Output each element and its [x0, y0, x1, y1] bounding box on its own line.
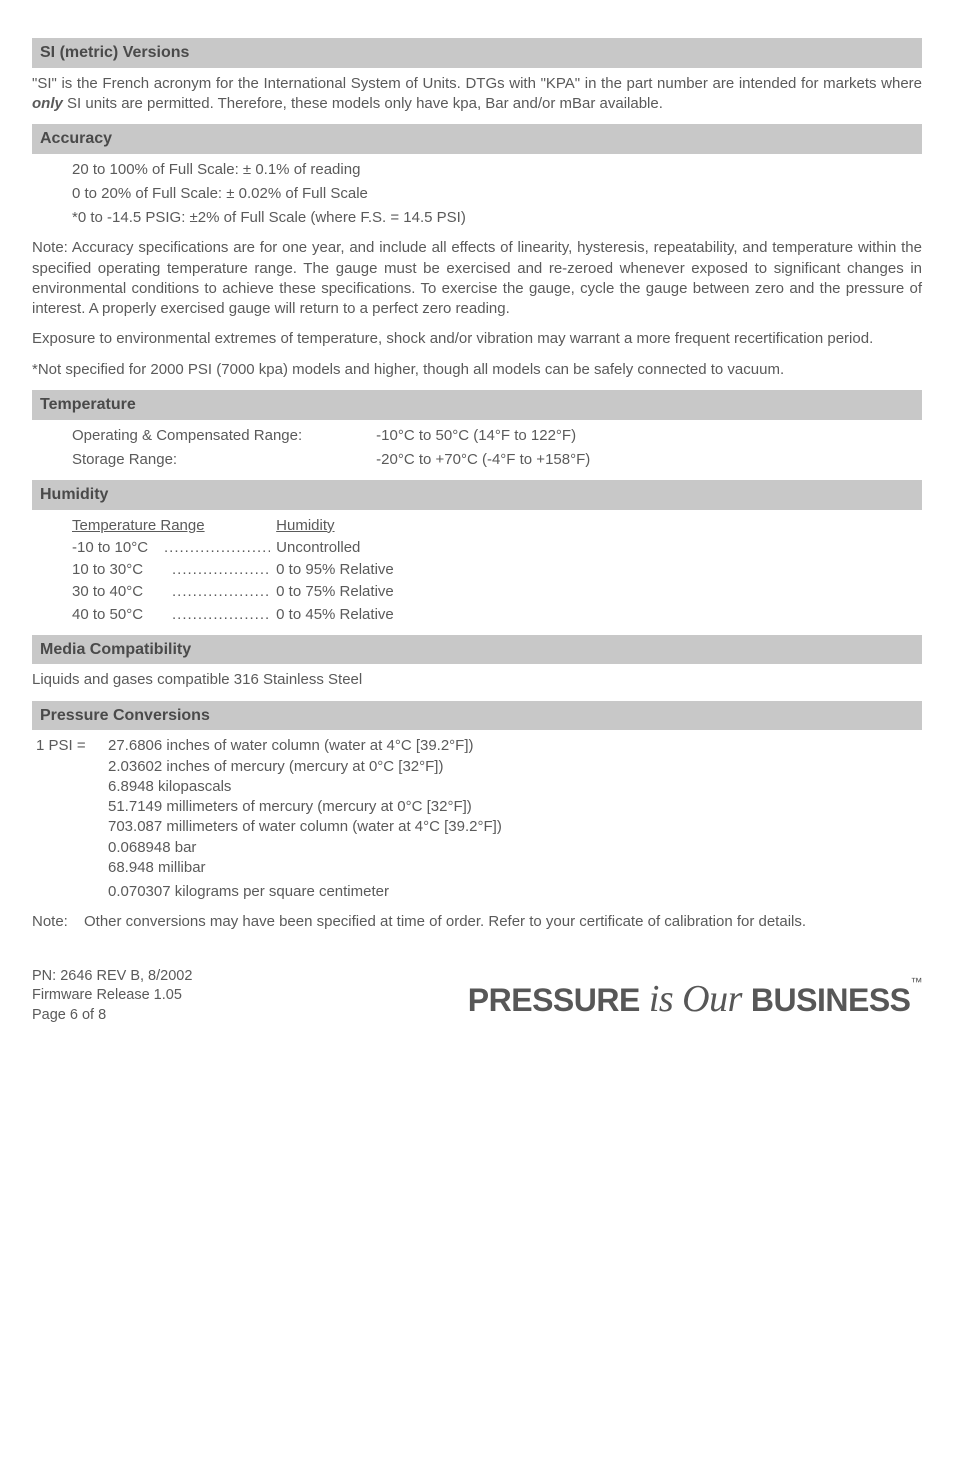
conversions-note: Note: Other conversions may have been sp…	[84, 912, 922, 932]
note-prefix: Note:	[32, 912, 68, 932]
humidity-value: 0 to 75% Relative	[276, 583, 394, 600]
conversions-header: Pressure Conversions	[32, 701, 922, 731]
temperature-header: Temperature	[32, 390, 922, 420]
conv-line: 0.068948 bar	[108, 838, 922, 858]
si-para-pre: "SI" is the French acronym for the Inter…	[32, 75, 922, 92]
humidity-header: Humidity	[32, 480, 922, 510]
temp-label: Storage Range:	[72, 450, 372, 470]
si-only: only	[32, 95, 63, 112]
humidity-range: 40 to 50°C	[72, 605, 272, 625]
accuracy-starnote: *Not specified for 2000 PSI (7000 kpa) m…	[32, 360, 922, 380]
humidity-range: 10 to 30°C	[72, 560, 272, 580]
humidity-value: 0 to 45% Relative	[276, 606, 394, 623]
footer-pn: PN: 2646 REV B, 8/2002	[32, 967, 192, 987]
footer-page: Page 6 of 8	[32, 1006, 192, 1026]
brand-business: BUSINESS	[751, 982, 911, 1018]
temp-value: -10°C to 50°C (14°F to 122°F)	[376, 427, 576, 444]
humidity-row: 10 to 30°C 0 to 95% Relative	[72, 560, 922, 580]
temp-label: Operating & Compensated Range:	[72, 426, 372, 446]
page-footer: PN: 2646 REV B, 8/2002 Firmware Release …	[32, 967, 922, 1026]
brand-tm: ™	[911, 975, 923, 989]
accuracy-line: *0 to -14.5 PSIG: ±2% of Full Scale (whe…	[72, 208, 922, 228]
humidity-range: 30 to 40°C	[72, 582, 272, 602]
si-header: SI (metric) Versions	[32, 38, 922, 68]
humidity-value: 0 to 95% Relative	[276, 561, 394, 578]
conv-line: 68.948 millibar	[108, 858, 922, 878]
accuracy-header: Accuracy	[32, 124, 922, 154]
si-paragraph: "SI" is the French acronym for the Inter…	[32, 74, 922, 115]
temp-row: Operating & Compensated Range: -10°C to …	[72, 426, 922, 446]
temp-value: -20°C to +70°C (-4°F to +158°F)	[376, 451, 590, 468]
footer-brand: PRESSURE is Our BUSINESS™	[468, 974, 922, 1025]
conv-line: 6.8948 kilopascals	[108, 777, 922, 797]
humidity-col2: Humidity	[276, 517, 334, 534]
conversions-list: 1 PSI = 27.6806 inches of water column (…	[108, 736, 922, 902]
footer-fw: Firmware Release 1.05	[32, 986, 192, 1006]
note-text: Other conversions may have been specifie…	[84, 913, 806, 930]
media-text: Liquids and gases compatible 316 Stainle…	[32, 670, 922, 690]
si-para-post: SI units are permitted. Therefore, these…	[63, 95, 663, 112]
accuracy-line: 20 to 100% of Full Scale: ± 0.1% of read…	[72, 160, 922, 180]
brand-pressure: PRESSURE	[468, 982, 640, 1018]
humidity-row: 40 to 50°C 0 to 45% Relative	[72, 605, 922, 625]
temperature-specs: Operating & Compensated Range: -10°C to …	[72, 426, 922, 471]
conv-prefix: 1 PSI =	[36, 736, 86, 756]
conv-line: 2.03602 inches of mercury (mercury at 0°…	[108, 757, 922, 777]
humidity-col1: Temperature Range	[72, 516, 272, 536]
conv-line: 703.087 millimeters of water column (wat…	[108, 817, 922, 837]
conv-line: 1 PSI = 27.6806 inches of water column (…	[108, 736, 922, 756]
humidity-table: Temperature Range Humidity -10 to 10°C U…	[72, 516, 922, 625]
brand-isour: is Our	[640, 978, 751, 1020]
conv-line: 0.070307 kilograms per square centimeter	[108, 882, 922, 902]
conv-line: 51.7149 millimeters of mercury (mercury …	[108, 797, 922, 817]
temp-row: Storage Range: -20°C to +70°C (-4°F to +…	[72, 450, 922, 470]
humidity-row: 30 to 40°C 0 to 75% Relative	[72, 582, 922, 602]
accuracy-line: 0 to 20% of Full Scale: ± 0.02% of Full …	[72, 184, 922, 204]
humidity-value: Uncontrolled	[276, 539, 360, 556]
footer-left: PN: 2646 REV B, 8/2002 Firmware Release …	[32, 967, 192, 1026]
accuracy-exposure: Exposure to environmental extremes of te…	[32, 329, 922, 349]
humidity-head-row: Temperature Range Humidity	[72, 516, 922, 536]
media-header: Media Compatibility	[32, 635, 922, 665]
accuracy-note: Note: Accuracy specifications are for on…	[32, 238, 922, 319]
humidity-row: -10 to 10°C Uncontrolled	[72, 538, 922, 558]
conv-value: 27.6806 inches of water column (water at…	[108, 737, 474, 754]
accuracy-specs: 20 to 100% of Full Scale: ± 0.1% of read…	[72, 160, 922, 229]
humidity-range: -10 to 10°C	[72, 538, 272, 558]
